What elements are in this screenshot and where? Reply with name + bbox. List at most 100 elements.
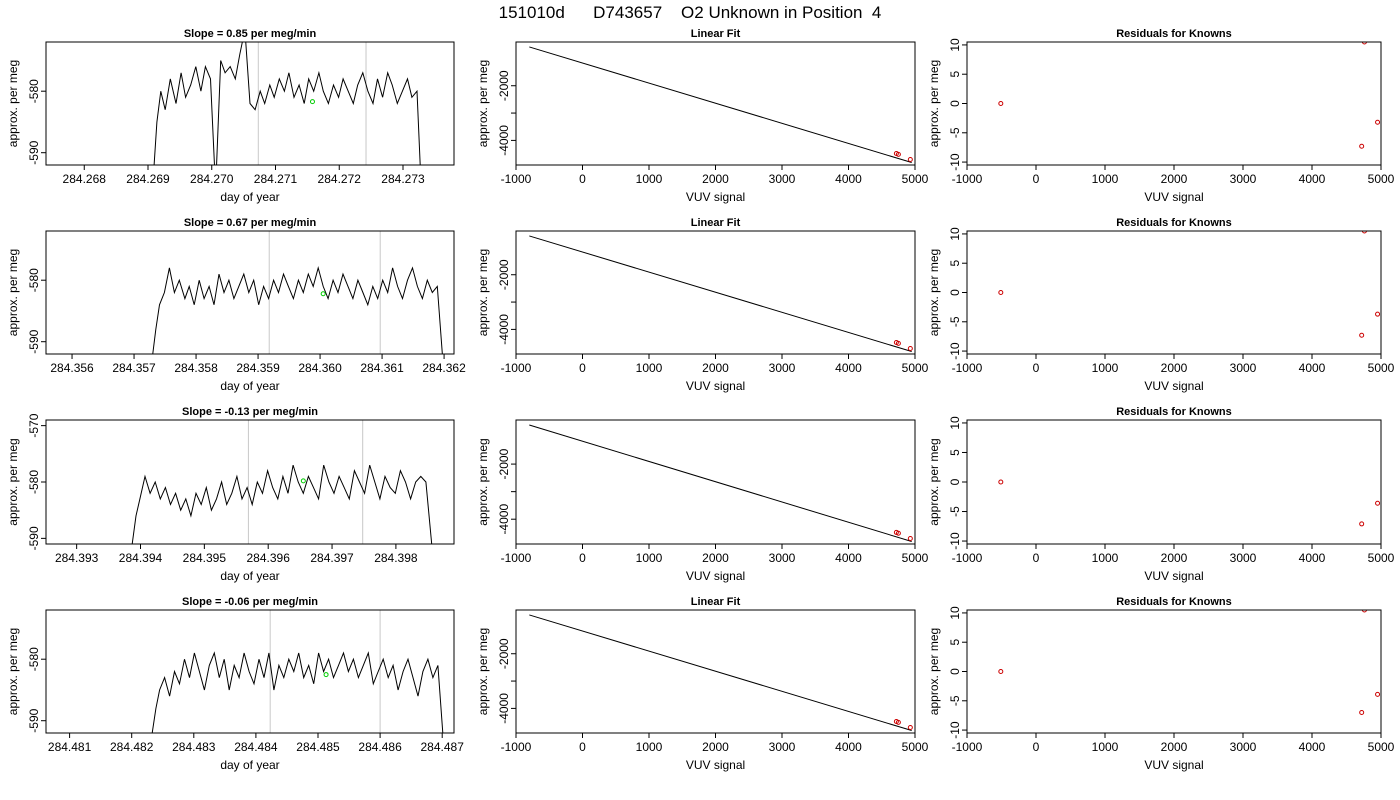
- residual-point: [1359, 143, 1365, 149]
- x-tick-label: 284.483: [172, 740, 216, 754]
- known-point: [547, 412, 551, 416]
- x-axis-label: day of year: [220, 190, 279, 204]
- x-axis-label: VUV signal: [1144, 569, 1203, 583]
- plot-frame: [966, 41, 1382, 166]
- plot-title: Linear Fit: [691, 596, 741, 608]
- residual-point: [1375, 691, 1381, 697]
- y-tick-label: -5: [948, 695, 962, 706]
- panel-5: Linear Fit -1000 0 1000 2000 3000 4000 5000 -400…: [476, 217, 929, 393]
- y-tick-label: 5: [948, 639, 962, 646]
- x-axis-label: day of year: [220, 758, 279, 772]
- plot-frame: [966, 419, 1382, 545]
- y-tick-label: -2000: [497, 638, 511, 669]
- y-tick-label: -4000: [497, 504, 511, 535]
- panel-10: Slope = -0.06 per meg/min 284.481 284.482 2…: [6, 596, 464, 772]
- x-tick-label: 5000: [902, 551, 929, 565]
- panel-12: Residuals for Knowns -1000 0 1000 2000 3000 40…: [927, 596, 1395, 772]
- x-tick-label: -1000: [952, 361, 983, 375]
- x-tick-label: 4000: [835, 172, 862, 186]
- panel-7: Slope = -0.13 per meg/min 284.393 284.394 2…: [6, 406, 455, 583]
- y-tick-label: 0: [948, 478, 962, 485]
- y-tick-label: -580: [27, 79, 41, 103]
- x-tick-label: 1000: [636, 172, 663, 186]
- residual-point: [1361, 231, 1367, 234]
- y-tick-label: -10: [948, 342, 962, 360]
- plot-area: [529, 412, 913, 542]
- y-axis-label: approx. per meg: [476, 249, 490, 336]
- y-tick-label: -2000: [497, 259, 511, 290]
- plot-area: [998, 231, 1381, 338]
- x-tick-label: 284.396: [247, 551, 291, 565]
- x-tick-label: -1000: [501, 172, 532, 186]
- known-point: [907, 725, 913, 731]
- x-tick-label: 3000: [769, 361, 796, 375]
- plot-frame: [45, 41, 455, 166]
- known-point: [907, 157, 913, 163]
- residual-point: [998, 290, 1004, 295]
- y-tick-label: -590: [27, 526, 41, 550]
- x-axis-label: VUV signal: [686, 569, 745, 583]
- fit-line: [529, 424, 912, 542]
- known-point: [907, 535, 913, 541]
- x-tick-label: -1000: [952, 172, 983, 186]
- x-tick-label: 3000: [769, 740, 796, 754]
- plot-title: Slope = -0.06 per meg/min: [182, 596, 318, 608]
- panel-2: Linear Fit -1000 0 1000 2000 3000 4000 5000 -400…: [476, 28, 929, 204]
- y-tick-label: -4000: [497, 693, 511, 724]
- x-tick-label: 284.397: [310, 551, 354, 565]
- plot-frame: [966, 609, 1382, 734]
- x-tick-label: 3000: [1230, 740, 1257, 754]
- plot-area: [152, 265, 443, 354]
- x-tick-label: 284.357: [112, 361, 156, 375]
- y-axis-label: approx. per meg: [476, 60, 490, 147]
- x-tick-label: 2000: [702, 172, 729, 186]
- y-tick-label: -570: [27, 413, 41, 437]
- residual-point: [1361, 42, 1367, 45]
- x-tick-label: 284.398: [374, 551, 418, 565]
- fit-line: [529, 46, 912, 164]
- plot-area: [529, 46, 913, 164]
- x-tick-label: 284.395: [183, 551, 227, 565]
- y-axis-label: approx. per meg: [927, 60, 941, 147]
- x-tick-label: 284.487: [421, 740, 465, 754]
- x-tick-label: 1000: [1092, 172, 1119, 186]
- residual-point: [1375, 500, 1381, 506]
- x-tick-label: 284.360: [298, 361, 342, 375]
- x-tick-label: 5000: [902, 740, 929, 754]
- plot-area: [131, 464, 433, 544]
- x-tick-label: 0: [1033, 740, 1040, 754]
- plot-frame: [45, 419, 455, 545]
- x-tick-label: 284.271: [254, 172, 298, 186]
- x-tick-label: -1000: [501, 361, 532, 375]
- residual-point: [1359, 710, 1365, 715]
- x-tick-label: 284.273: [381, 172, 425, 186]
- known-point: [895, 151, 901, 157]
- x-tick-label: 1000: [636, 551, 663, 565]
- x-tick-label: 4000: [1299, 551, 1326, 565]
- x-tick-label: 1000: [636, 361, 663, 375]
- y-tick-label: -4000: [497, 125, 511, 156]
- y-tick-label: -10: [948, 153, 962, 171]
- residual-point: [998, 669, 1004, 674]
- x-tick-label: 0: [1033, 172, 1040, 186]
- y-axis-label: approx. per meg: [927, 249, 941, 336]
- x-tick-label: 1000: [636, 740, 663, 754]
- plot-area: [998, 479, 1381, 527]
- x-tick-label: 0: [1033, 361, 1040, 375]
- x-tick-label: 1000: [1092, 361, 1119, 375]
- x-tick-label: 284.393: [55, 551, 99, 565]
- y-tick-label: -590: [27, 329, 41, 353]
- x-tick-label: 284.362: [422, 361, 466, 375]
- x-tick-label: 5000: [1368, 740, 1395, 754]
- y-tick-label: -2000: [497, 70, 511, 101]
- x-tick-label: 284.270: [190, 172, 234, 186]
- y-tick-label: -580: [27, 268, 41, 292]
- x-tick-label: 2000: [702, 361, 729, 375]
- x-tick-label: 284.482: [110, 740, 154, 754]
- x-axis-label: VUV signal: [686, 379, 745, 393]
- y-axis-label: approx. per meg: [476, 438, 490, 525]
- x-tick-label: 2000: [1161, 551, 1188, 565]
- unknown-marker: [323, 672, 329, 678]
- residual-point: [1375, 311, 1381, 317]
- plot-area: [998, 42, 1381, 149]
